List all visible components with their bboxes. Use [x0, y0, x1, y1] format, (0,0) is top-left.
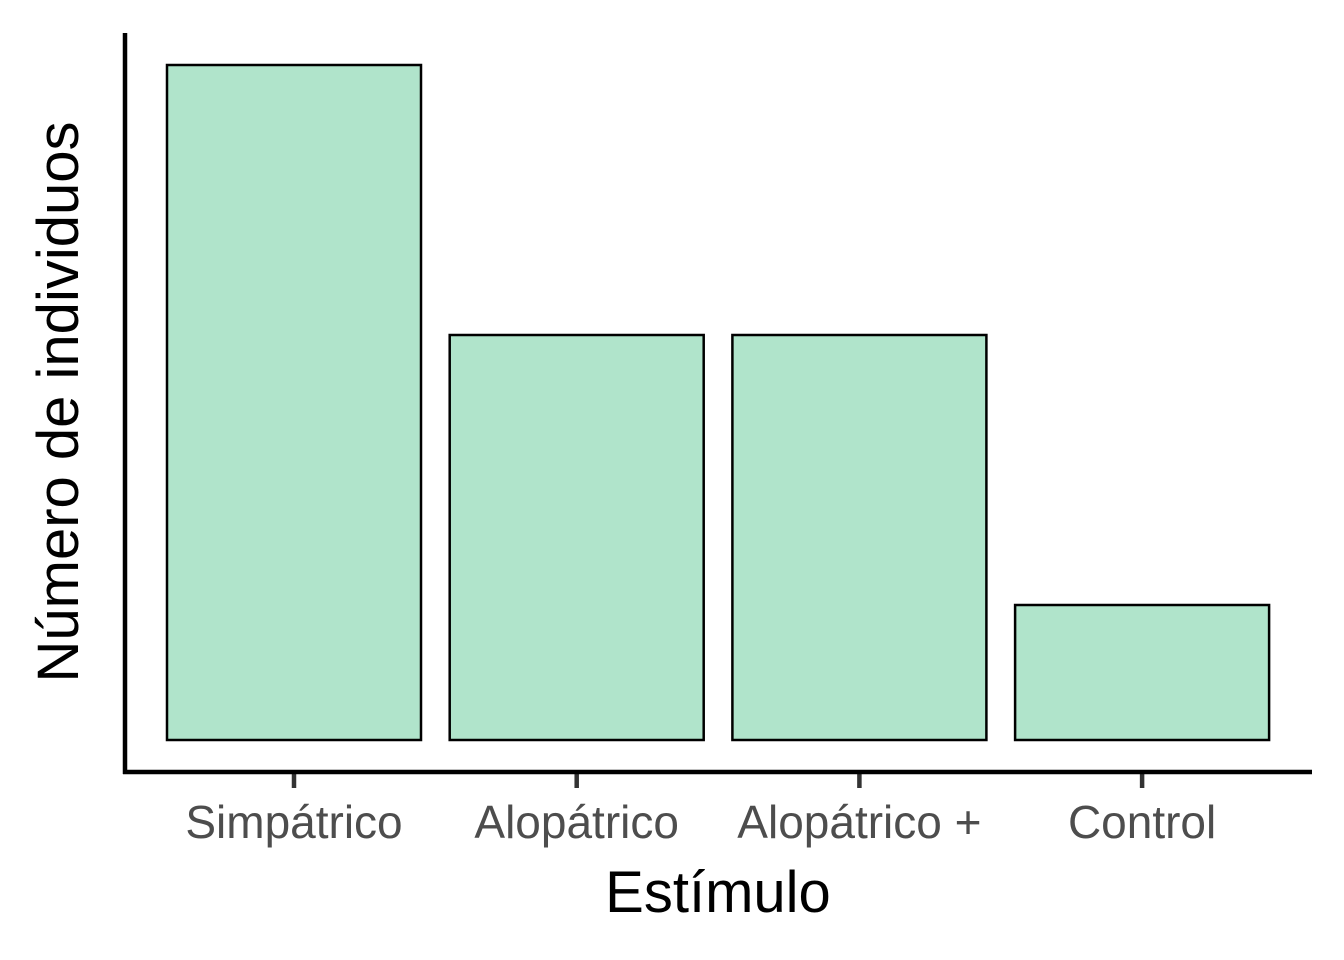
bar-3	[731, 333, 988, 742]
bar-4	[1013, 603, 1271, 742]
bars-group	[165, 63, 1271, 742]
x-tick-label-4: Control	[1068, 796, 1216, 848]
x-axis-title: Estímulo	[605, 860, 831, 925]
x-tick-label-2: Alopátrico	[474, 796, 679, 848]
bar-2	[448, 333, 705, 742]
y-axis-title: Número de individuos	[26, 122, 91, 683]
bar-1	[165, 63, 423, 742]
x-tick-label-3: Alopátrico +	[737, 796, 981, 848]
x-tick-label-1: Simpátrico	[185, 796, 402, 848]
x-ticks-group: Simpátrico Alopátrico Alopátrico + Control	[185, 772, 1216, 848]
